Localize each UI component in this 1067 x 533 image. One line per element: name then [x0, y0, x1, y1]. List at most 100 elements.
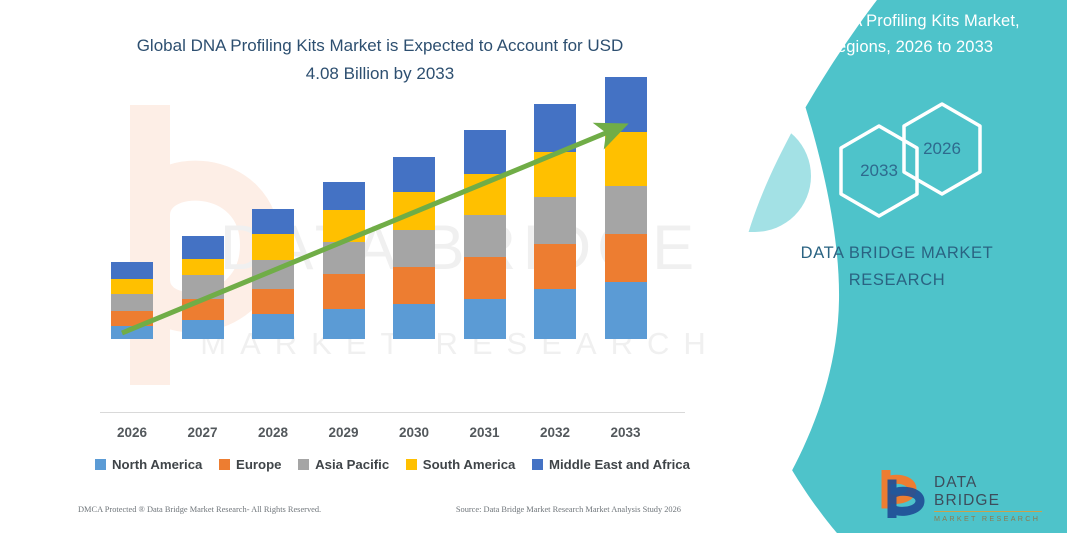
bar-segment-north-america: [252, 314, 294, 339]
bar-segment-europe: [604, 234, 647, 282]
bar-segment-middle-east-and-africa: [181, 236, 224, 259]
bar-segment-south-america: [181, 259, 224, 275]
bar-segment-south-america: [322, 210, 365, 242]
footer: DMCA Protected ® Data Bridge Market Rese…: [78, 505, 683, 514]
x-axis-label-2027: 2027: [187, 425, 218, 440]
bar-segment-north-america: [534, 289, 576, 339]
x-axis-labels: 2026 2027 2028 2029 2030 2031 2032 2033: [100, 420, 685, 446]
legend-label: South America: [422, 456, 516, 472]
hexagon-2033-label: 2033: [860, 161, 898, 180]
bar-segment-europe: [463, 257, 506, 299]
x-axis-label-2033: 2033: [610, 425, 641, 440]
brand-logo-name: DATA BRIDGE: [934, 474, 1042, 512]
bar-2033: [604, 77, 647, 339]
bar-2026: [111, 262, 153, 339]
x-axis-label-2030: 2030: [398, 425, 430, 440]
bar-segment-south-america: [393, 192, 435, 230]
bar-2028: [252, 209, 294, 339]
page-title: Global DNA Profiling Kits Market is Expe…: [80, 32, 680, 88]
bar-segment-asia-pacific: [463, 215, 506, 257]
legend-item-south-america[interactable]: South America: [405, 456, 516, 472]
legend-item-asia-pacific[interactable]: Asia Pacific: [298, 457, 389, 472]
panel-brand-line-2: RESEARCH: [848, 271, 946, 289]
page-title-line-1: Global DNA Profiling Kits Market is Expe…: [136, 36, 624, 55]
x-axis-label-2028: 2028: [257, 425, 289, 440]
bar-segment-north-america: [393, 304, 435, 339]
bar-segment-europe: [534, 244, 576, 289]
bar-segment-europe: [111, 311, 153, 326]
bar-segment-north-america: [181, 320, 224, 339]
hexagon-2026-label: 2026: [923, 139, 961, 158]
legend-swatch-icon: [298, 458, 310, 470]
legend-swatch-icon: [219, 458, 231, 470]
bar-segment-middle-east-and-africa: [604, 77, 647, 132]
bar-segment-north-america: [463, 299, 506, 339]
bar-segment-north-america: [604, 282, 647, 339]
legend-swatch-icon: [405, 458, 417, 470]
bar-segment-south-america: [111, 279, 153, 294]
bar-segment-europe: [181, 299, 224, 320]
chart-legend: North America Europe Asia Pacific South Ame…: [95, 452, 690, 476]
hexagon-2026: 2026: [898, 100, 986, 198]
bar-2031: [463, 130, 506, 339]
footer-copyright: DMCA Protected ® Data Bridge Market Rese…: [78, 505, 322, 514]
bar-2027: [181, 236, 224, 339]
bar-segment-asia-pacific: [252, 260, 294, 289]
bar-2032: [534, 104, 576, 339]
bar-2029: [322, 182, 365, 339]
x-axis-label-2032: 2032: [539, 425, 571, 440]
bar-segment-middle-east-and-africa: [111, 262, 153, 279]
x-axis-label-2029: 2029: [328, 425, 359, 440]
bar-2030: [393, 157, 435, 339]
brand-logo-mark-icon: [881, 469, 925, 519]
bar-segment-north-america: [111, 326, 153, 339]
bar-segment-asia-pacific: [111, 294, 153, 311]
panel-heading-line-1: Global DNA Profiling Kits Market,: [774, 12, 1020, 30]
legend-swatch-icon: [532, 458, 544, 470]
legend-label: Asia Pacific: [315, 456, 390, 472]
bar-segment-asia-pacific: [534, 197, 576, 244]
legend-item-middle-east-and-africa[interactable]: Middle East and Africa: [532, 457, 690, 472]
hexagon-group: 2026 2033: [815, 100, 1015, 220]
legend-label: North America: [112, 456, 203, 472]
legend-swatch-icon: [95, 458, 106, 470]
legend-label: Europe: [236, 456, 282, 472]
legend-item-europe[interactable]: Europe: [219, 457, 281, 472]
bar-segment-asia-pacific: [604, 186, 647, 234]
bar-segment-north-america: [322, 309, 365, 339]
hexagon-outline-icon: [902, 102, 982, 196]
right-panel: Global DNA Profiling Kits Market, By Reg…: [707, 0, 1067, 533]
bar-segment-asia-pacific: [393, 230, 435, 267]
bar-segment-south-america: [252, 234, 294, 260]
bar-segment-asia-pacific: [181, 275, 224, 299]
bar-segment-middle-east-and-africa: [252, 209, 294, 234]
x-axis-label-2031: 2031: [469, 425, 500, 440]
panel-heading: Global DNA Profiling Kits Market, By Reg…: [737, 8, 1057, 60]
panel-heading-line-2: By Regions, 2026 to 2033: [800, 38, 994, 56]
bar-segment-middle-east-and-africa: [393, 157, 435, 192]
panel-brand-line-1: DATA BRIDGE MARKET: [800, 244, 994, 262]
hexagon-2033: 2033: [835, 122, 923, 220]
stacked-bar-chart: 2026 2027 2028 2029 2030 2031 2032 2033: [100, 77, 685, 446]
bar-segment-middle-east-and-africa: [534, 104, 576, 152]
x-axis-label-2026: 2026: [116, 425, 148, 440]
bar-segment-middle-east-and-africa: [463, 130, 506, 174]
bar-segment-asia-pacific: [322, 242, 365, 274]
brand-logo-text: DATA BRIDGE MARKET RESEARCH: [934, 474, 1042, 523]
bar-segment-europe: [393, 267, 435, 304]
bar-segment-south-america: [534, 152, 576, 197]
hexagon-outline-icon: [839, 124, 919, 218]
bar-segment-south-america: [463, 174, 506, 215]
page-title-line-2: 4.08 Billion by 2033: [305, 64, 455, 83]
brand-logo-tagline: MARKET RESEARCH: [934, 514, 1041, 523]
bar-segment-south-america: [604, 132, 647, 186]
legend-label: Middle East and Africa: [549, 456, 690, 472]
panel-brand-text: DATA BRIDGE MARKET RESEARCH: [737, 240, 1057, 294]
bar-segment-middle-east-and-africa: [322, 182, 365, 210]
legend-item-north-america[interactable]: North America: [95, 457, 202, 472]
x-axis-line: [100, 412, 685, 413]
brand-logo: DATA BRIDGE MARKET RESEARCH: [872, 469, 1042, 523]
footer-source: Source: Data Bridge Market Research Mark…: [455, 505, 681, 514]
bar-segment-europe: [322, 274, 365, 309]
